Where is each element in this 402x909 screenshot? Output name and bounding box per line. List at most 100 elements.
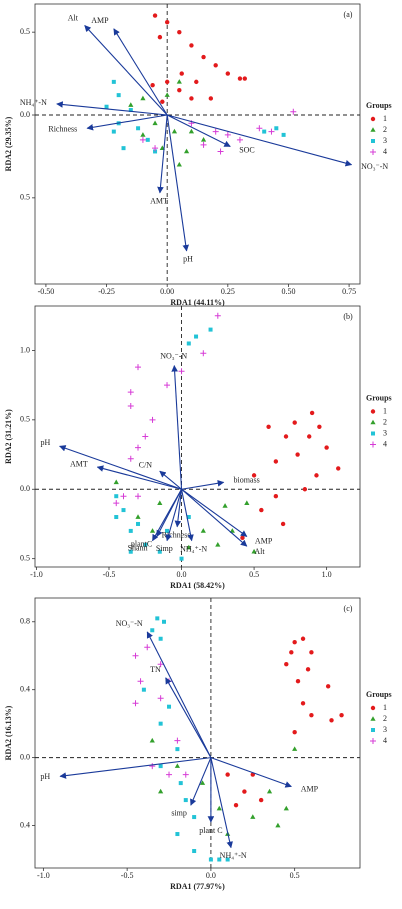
loading-arrow <box>181 489 194 542</box>
legend-label: 1 <box>383 703 387 712</box>
loading-arrow <box>165 677 212 758</box>
x-axis-title: RDA1 (58.42%) <box>170 581 225 590</box>
point <box>175 832 180 837</box>
legend-swatch <box>370 738 376 744</box>
point <box>113 500 120 507</box>
point <box>214 312 221 319</box>
point <box>212 128 219 135</box>
point <box>222 503 228 508</box>
point <box>242 76 247 81</box>
x-tick-label: 0.00 <box>160 287 174 296</box>
point <box>167 704 172 709</box>
legend-label: 4 <box>383 736 387 745</box>
loading-arrow <box>59 757 211 779</box>
point <box>300 636 306 641</box>
point <box>186 341 191 346</box>
x-tick-label: -0.25 <box>98 287 115 296</box>
plot-frame <box>34 3 361 285</box>
point <box>158 721 163 726</box>
loading-arrow <box>159 470 182 490</box>
point <box>194 334 199 339</box>
loading-arrow <box>86 114 168 131</box>
point <box>157 500 163 505</box>
loading-arrow <box>210 757 292 788</box>
point <box>266 788 273 794</box>
point <box>192 849 197 854</box>
point <box>268 128 275 135</box>
point <box>143 542 148 547</box>
point <box>266 424 271 429</box>
point <box>158 788 164 794</box>
point <box>149 737 155 743</box>
point <box>164 92 170 97</box>
legend-label: 2 <box>383 417 387 426</box>
point <box>284 662 289 667</box>
legend-label: 1 <box>383 406 387 415</box>
point <box>225 857 230 862</box>
arrow-label: pH <box>40 438 50 447</box>
y-tick-label: 0.4 <box>20 820 30 829</box>
loading-arrow <box>210 757 233 849</box>
arrow-label: C/N <box>139 460 153 469</box>
point <box>208 327 213 332</box>
panel-label: (c) <box>344 604 353 613</box>
point <box>177 29 182 35</box>
legend-swatch <box>370 441 376 448</box>
arrow-label: AMP <box>255 537 273 546</box>
point <box>127 389 134 396</box>
legend-title: Groups <box>366 393 392 402</box>
legend-swatch <box>370 149 376 155</box>
point <box>150 628 155 633</box>
loading-arrow <box>171 365 183 490</box>
point <box>244 500 250 505</box>
arrow-label: AMT <box>70 460 88 469</box>
x-tick-label: 0.0 <box>177 570 187 579</box>
point <box>324 445 329 450</box>
loading-arrow <box>84 25 168 116</box>
point <box>139 136 146 143</box>
point <box>292 746 298 751</box>
point <box>188 128 195 134</box>
point <box>113 479 119 485</box>
legend-swatch <box>370 409 376 414</box>
point <box>275 822 281 828</box>
point <box>336 466 341 471</box>
y-axis-title: RDA2 (31.21%) <box>4 409 13 464</box>
point <box>281 132 286 137</box>
point <box>114 494 119 499</box>
point <box>104 104 109 109</box>
point <box>309 650 314 655</box>
legend-label: 1 <box>383 114 387 123</box>
point <box>213 63 218 68</box>
arrow-label: AMP <box>301 784 319 793</box>
arrow-label: NO₃⁻-N <box>116 619 143 628</box>
arrow-label: AMP <box>91 16 109 25</box>
x-tick-label: 0.25 <box>221 287 235 296</box>
point <box>208 857 213 862</box>
arrow-label: biomass <box>233 476 259 485</box>
point <box>217 857 222 862</box>
y-tick-label: 0.5 <box>20 193 30 202</box>
x-axis-title: RDA1 (44.11%) <box>170 298 225 307</box>
loading-arrow <box>152 488 183 542</box>
y-tick-label: 0.5 <box>20 27 30 36</box>
point <box>140 132 146 137</box>
arrow-label: NO₃⁻-N <box>160 352 187 361</box>
point <box>150 82 155 88</box>
point <box>317 424 322 429</box>
arrow-label: NH₄⁺-N <box>220 851 247 860</box>
point <box>283 805 289 811</box>
point <box>242 789 247 794</box>
point <box>175 747 180 752</box>
point <box>200 137 207 142</box>
legend-swatch <box>371 728 375 732</box>
x-tick-label: -0.5 <box>103 570 116 579</box>
point <box>164 79 170 85</box>
plot-frame <box>34 305 361 568</box>
point <box>329 718 334 723</box>
point <box>140 95 146 101</box>
point <box>339 712 344 718</box>
arrow-label: simp <box>171 808 187 817</box>
point <box>157 549 162 554</box>
